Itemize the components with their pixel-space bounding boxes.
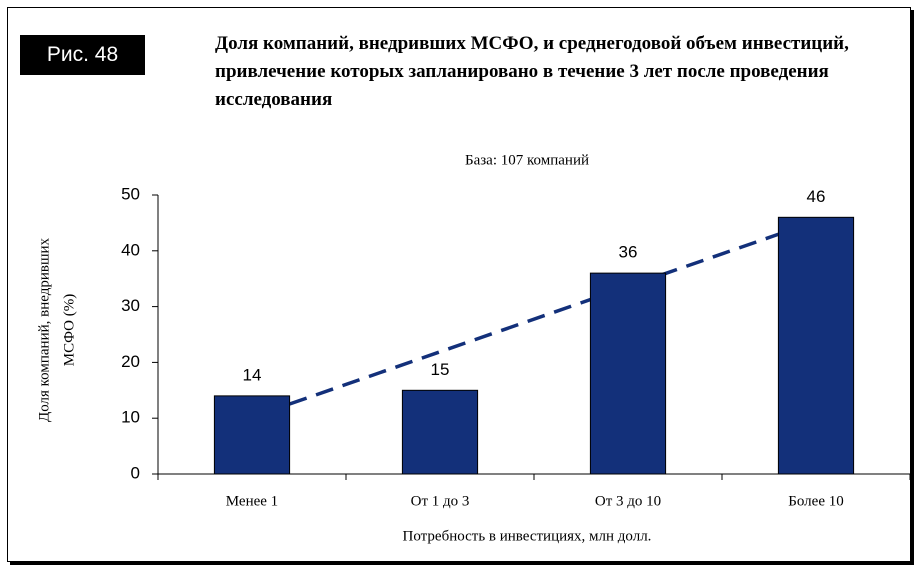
x-tick-label: Более 10 xyxy=(788,493,843,509)
x-tick-label: От 3 до 10 xyxy=(595,493,661,509)
y-tick-label: 40 xyxy=(121,240,140,259)
data-label: 15 xyxy=(431,360,450,379)
trendline xyxy=(289,232,779,406)
y-tick-label: 20 xyxy=(121,352,140,371)
bar xyxy=(777,216,855,475)
y-axis-label-line: МСФО (%) xyxy=(61,294,77,366)
x-axis-label: Потребность в инвестициях, млн долл. xyxy=(403,528,652,544)
y-tick-label: 30 xyxy=(121,296,140,315)
y-tick-label: 10 xyxy=(121,408,140,427)
x-tick-label: Менее 1 xyxy=(226,493,278,509)
y-axis-label-line: Доля компаний, внедривших xyxy=(36,237,52,422)
y-axis-label: Доля компаний, внедривших МСФО (%) xyxy=(36,237,77,422)
data-label: 46 xyxy=(807,187,826,206)
bar xyxy=(213,395,291,475)
bar xyxy=(401,389,479,475)
chart-title: Доля компаний, внедривших МСФО, и средне… xyxy=(215,33,849,110)
bar xyxy=(589,272,667,475)
y-tick-label: 50 xyxy=(121,184,140,203)
y-tick-label: 0 xyxy=(131,463,140,482)
x-tick-label: От 1 до 3 xyxy=(411,493,470,509)
frame xyxy=(7,7,911,562)
subtitle: База: 107 компаний xyxy=(465,152,589,168)
data-label: 14 xyxy=(243,365,262,384)
data-label: 36 xyxy=(619,243,638,262)
figure-label: Рис. 48 xyxy=(20,35,145,75)
